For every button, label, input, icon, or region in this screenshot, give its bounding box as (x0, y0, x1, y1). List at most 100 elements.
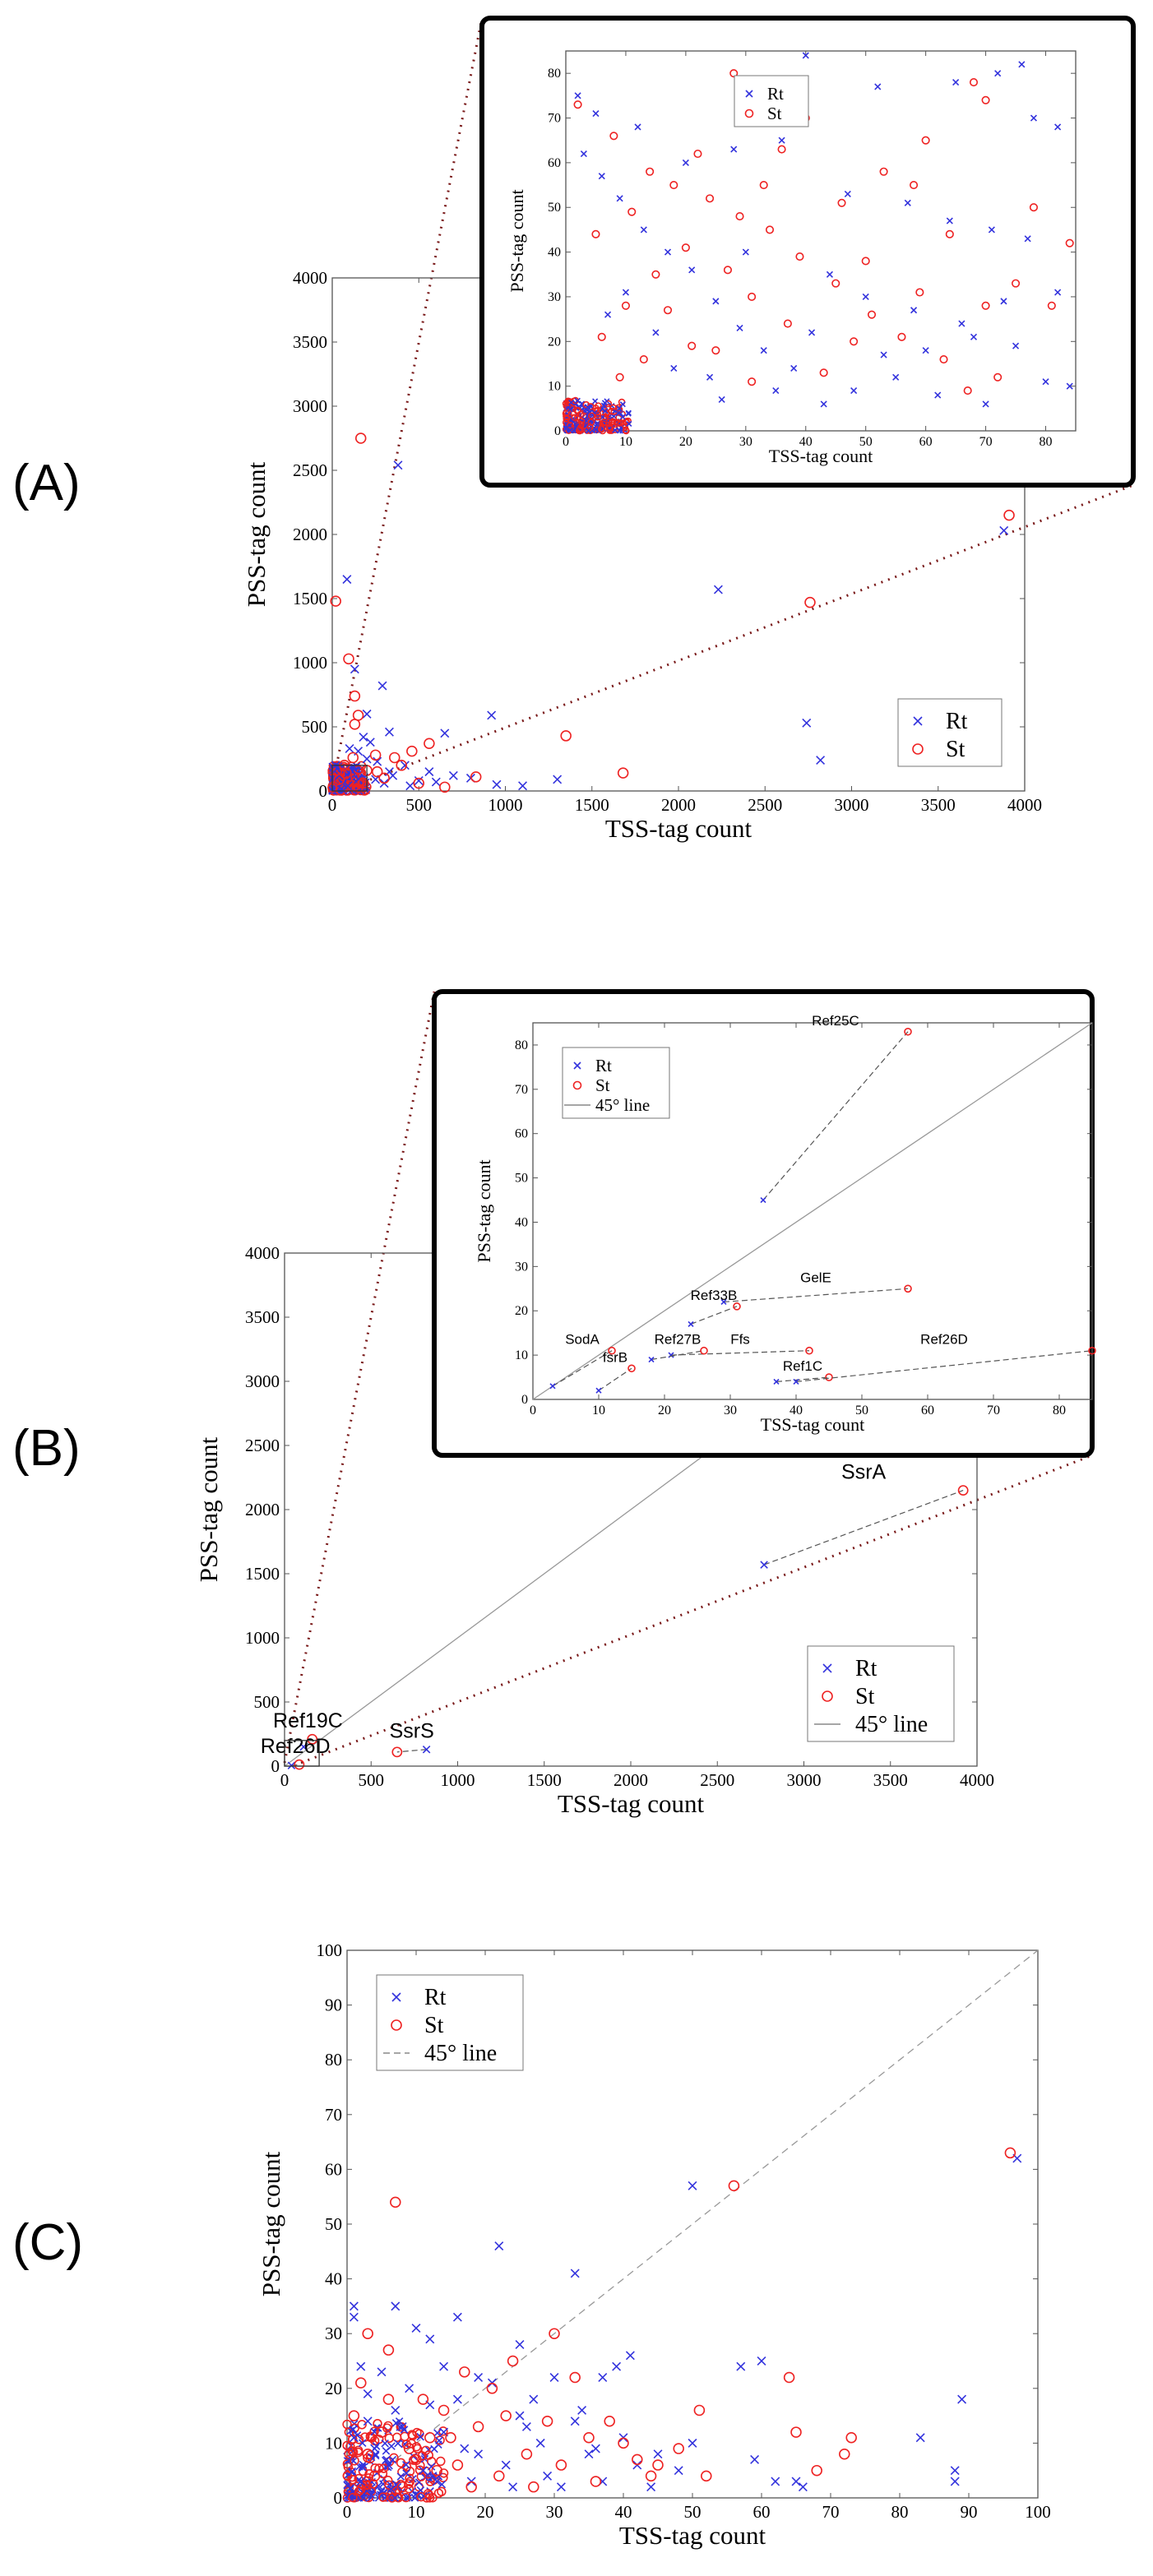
st-point (354, 2486, 364, 2496)
x-tick-label: 80 (1053, 1404, 1066, 1417)
x-tick-label: 0 (563, 435, 569, 449)
x-tick-label: 2000 (661, 795, 696, 815)
st-point (371, 765, 383, 778)
x-tick-label: 50 (859, 435, 873, 449)
st-point (839, 2448, 850, 2460)
x-tick-label: 60 (753, 2502, 771, 2522)
st-point (541, 2416, 553, 2427)
rt-point (584, 2449, 594, 2459)
rt-point (362, 709, 372, 719)
x-tick-label: 500 (406, 795, 433, 815)
rt-point (816, 756, 826, 765)
y-tick-label: 0 (521, 1393, 528, 1407)
st-point (354, 432, 367, 444)
x-axis-title: TSS-tag count (761, 1414, 865, 1435)
rt-point (381, 2440, 389, 2448)
y-tick-label: 40 (325, 2269, 342, 2289)
st-point (645, 2470, 657, 2482)
st-point (819, 368, 828, 377)
st-point (582, 400, 590, 409)
rt-point (648, 1356, 655, 1363)
st-point (417, 2393, 429, 2405)
st-point (904, 1284, 912, 1293)
x-tick-label: 30 (739, 435, 752, 449)
rt-point (1030, 114, 1038, 122)
y-tick-label: 30 (325, 2324, 342, 2343)
x-tick-label: 40 (799, 435, 813, 449)
st-point (390, 2196, 401, 2208)
x-tick-label: 4000 (1007, 795, 1042, 815)
y-tick-label: 90 (325, 1996, 342, 2015)
st-point (748, 377, 757, 386)
st-point (378, 2492, 388, 2502)
st-point (387, 2493, 397, 2503)
st-point (904, 1027, 912, 1036)
y-tick-label: 60 (548, 156, 561, 170)
rt-point (594, 422, 600, 428)
rt-point (988, 226, 995, 234)
st-point (438, 2468, 449, 2478)
rt-point (345, 744, 354, 753)
rt-point (518, 781, 528, 791)
rt-point (844, 190, 851, 197)
y-tick-label: 10 (325, 2433, 342, 2453)
y-tick-label: 20 (548, 335, 561, 349)
rt-point (543, 2471, 553, 2481)
pair-label: SsrS (390, 1720, 434, 1743)
x-tick-label: 30 (724, 1404, 737, 1417)
panel-b: 0 500 1000 1500 2000 2500 3000 3500 400005001000… (194, 989, 1096, 1818)
rt-point (354, 775, 363, 784)
st-point (349, 690, 361, 702)
y-tick-label: 1000 (293, 653, 327, 673)
y-tick-label: 30 (515, 1260, 528, 1274)
rt-point (418, 2466, 428, 2476)
y-tick-label: 0 (554, 424, 561, 438)
x-axis-title: TSS-tag count (769, 446, 873, 466)
st-point (831, 279, 840, 288)
rt-point (720, 1298, 727, 1306)
rt-point (371, 2451, 380, 2460)
inset-frame-a (479, 16, 1136, 488)
line-45 (346, 1949, 1039, 2499)
rt-point (612, 2361, 622, 2371)
rt-point (383, 2460, 393, 2470)
st-point (451, 2459, 464, 2471)
rt-point (808, 329, 816, 336)
rt-point (791, 2477, 801, 2486)
zoom-region (284, 1740, 320, 1767)
rt-point (405, 781, 415, 791)
rt-point (460, 2444, 470, 2453)
y-tick-label: 0 (319, 781, 328, 801)
rt-point (957, 2394, 967, 2404)
st-point (307, 1733, 318, 1745)
st-point (688, 341, 697, 350)
st-point (382, 2393, 395, 2405)
rt-point (790, 364, 798, 372)
x-tick-label: 60 (921, 1404, 934, 1417)
st-point (910, 181, 919, 190)
x-tick-label: 90 (961, 2502, 978, 2522)
legend-entry: Rt (424, 1985, 447, 2010)
rt-point (396, 2472, 405, 2481)
st-point (569, 2371, 581, 2384)
rt-point (892, 373, 900, 381)
rt-point (688, 2438, 697, 2448)
legend-rt-marker (745, 90, 753, 98)
rt-point (595, 1387, 602, 1394)
rt-point (568, 399, 575, 406)
st-point (404, 2479, 414, 2489)
st-point (412, 2444, 423, 2453)
rt-point (435, 2436, 443, 2444)
st-point (396, 760, 407, 771)
st-point (850, 337, 859, 346)
st-point (343, 653, 354, 665)
st-point (993, 372, 1003, 382)
st-point (362, 2328, 373, 2339)
st-point (594, 410, 602, 419)
rt-point (347, 2468, 356, 2477)
st-point (357, 2420, 367, 2430)
rt-point (592, 110, 600, 118)
rt-point (934, 391, 942, 399)
x-tick-label: 60 (919, 435, 933, 449)
rt-point (359, 2460, 368, 2469)
